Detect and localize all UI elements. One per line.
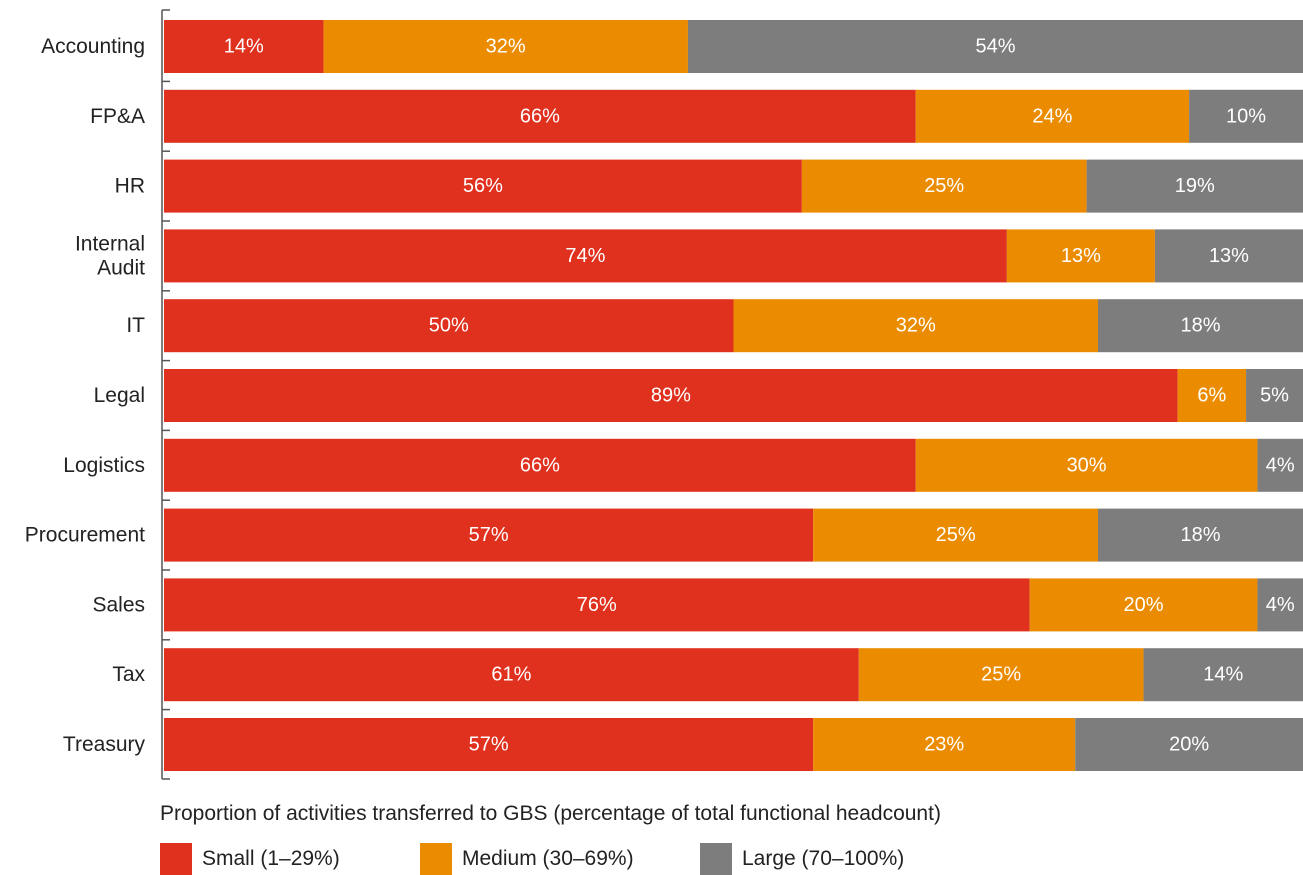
bar-value-label: 13%: [1061, 245, 1101, 267]
bar-segment: [164, 159, 802, 213]
bar-segment: [164, 718, 814, 771]
category-label: Logistics: [63, 454, 145, 477]
bar-value-label: 14%: [1203, 664, 1243, 686]
bar-value-label: 25%: [981, 664, 1021, 686]
legend-item-small: Small (1–29%): [160, 843, 340, 875]
bar-segment: [1006, 229, 1155, 283]
bar-value-label: 32%: [896, 315, 936, 337]
bar-value-label: 76%: [577, 594, 617, 616]
bar-value-label: 56%: [463, 175, 503, 197]
bar-value-label: 74%: [565, 245, 605, 267]
category-label: Internal: [75, 232, 145, 255]
bar-value-label: 32%: [486, 36, 526, 58]
bar-segment: [164, 438, 916, 492]
bar-segment: [1154, 229, 1303, 283]
bar-value-label: 6%: [1197, 385, 1226, 407]
category-label: FP&A: [90, 105, 145, 128]
legend-item-large: Large (70–100%): [700, 843, 904, 875]
bar-segment: [164, 20, 324, 73]
bar-segment: [164, 299, 734, 353]
legend-swatch-small: [160, 843, 192, 875]
category-label: Accounting: [41, 35, 145, 58]
bar-segment: [687, 20, 1303, 73]
bar-value-label: 24%: [1032, 105, 1072, 127]
bar-segment: [801, 159, 1087, 213]
legend-label-large: Large (70–100%): [742, 847, 905, 870]
legend-swatch-large: [700, 843, 732, 875]
bar-value-label: 10%: [1226, 105, 1266, 127]
bar-value-label: 50%: [429, 315, 469, 337]
bar-value-label: 54%: [975, 36, 1015, 58]
bar-segment: [813, 508, 1098, 562]
stacked-bar-chart: Accounting 14% 32% 54% FP&A 66% 24% 10% HR 56% 25%…: [25, 9, 1303, 780]
bar-value-label: 30%: [1067, 454, 1107, 476]
bar-value-label: 20%: [1169, 734, 1209, 756]
bar-segment: [1097, 299, 1303, 353]
bar-segment: [813, 718, 1076, 771]
bar-value-label: 18%: [1180, 315, 1220, 337]
bar-value-label: 23%: [924, 734, 964, 756]
bar-value-label: 4%: [1266, 454, 1295, 476]
bar-value-label: 57%: [469, 734, 509, 756]
category-label: HR: [115, 175, 145, 198]
bar-segment: [1246, 369, 1303, 422]
legend-item-medium: Medium (30–69%): [420, 843, 634, 875]
legend-label-small: Small (1–29%): [202, 847, 340, 870]
bar-segment: [1075, 718, 1303, 771]
bar-value-label: 25%: [936, 524, 976, 546]
bar-value-label: 25%: [924, 175, 964, 197]
legend-swatch-medium: [420, 843, 452, 875]
bar-segment: [733, 299, 1098, 353]
x-axis-label: Proportion of activities transferred to …: [160, 802, 941, 825]
bar-segment: [1177, 369, 1247, 422]
bar-value-label: 14%: [224, 36, 264, 58]
bar-segment: [164, 508, 814, 562]
category-label: Sales: [92, 593, 145, 616]
bar-value-label: 61%: [491, 664, 531, 686]
category-label: Audit: [97, 256, 145, 279]
bar-segment: [1029, 578, 1258, 632]
bar-segment: [164, 578, 1030, 632]
bar-value-label: 5%: [1260, 385, 1289, 407]
bar-segment: [1189, 89, 1303, 143]
bar-value-label: 66%: [520, 105, 560, 127]
bar-segment: [1097, 508, 1303, 562]
bar-value-label: 57%: [469, 524, 509, 546]
bar-segment: [915, 89, 1190, 143]
bar-segment: [323, 20, 688, 73]
category-label: Legal: [94, 384, 145, 407]
bar-segment: [1143, 648, 1303, 702]
legend: Small (1–29%) Medium (30–69%) Large (70–…: [160, 843, 1260, 875]
bar-segment: [164, 229, 1007, 283]
bar-segment: [164, 648, 859, 702]
bar-segment: [1086, 159, 1303, 213]
bar-value-label: 20%: [1124, 594, 1164, 616]
category-label: IT: [126, 314, 145, 337]
bar-segment: [1257, 438, 1303, 492]
bar-segment: [164, 89, 916, 143]
legend-label-medium: Medium (30–69%): [462, 847, 634, 870]
bar-value-label: 19%: [1175, 175, 1215, 197]
bar-segment: [858, 648, 1144, 702]
bar-segment: [164, 369, 1178, 422]
bar-value-label: 13%: [1209, 245, 1249, 267]
bar-value-label: 66%: [520, 454, 560, 476]
category-label: Procurement: [25, 524, 145, 547]
bar-value-label: 4%: [1266, 594, 1295, 616]
bar-segment: [1257, 578, 1303, 632]
bar-value-label: 89%: [651, 385, 691, 407]
bar-value-label: 18%: [1180, 524, 1220, 546]
bar-segment: [915, 438, 1258, 492]
category-label: Treasury: [63, 733, 146, 756]
category-label: Tax: [112, 663, 145, 686]
